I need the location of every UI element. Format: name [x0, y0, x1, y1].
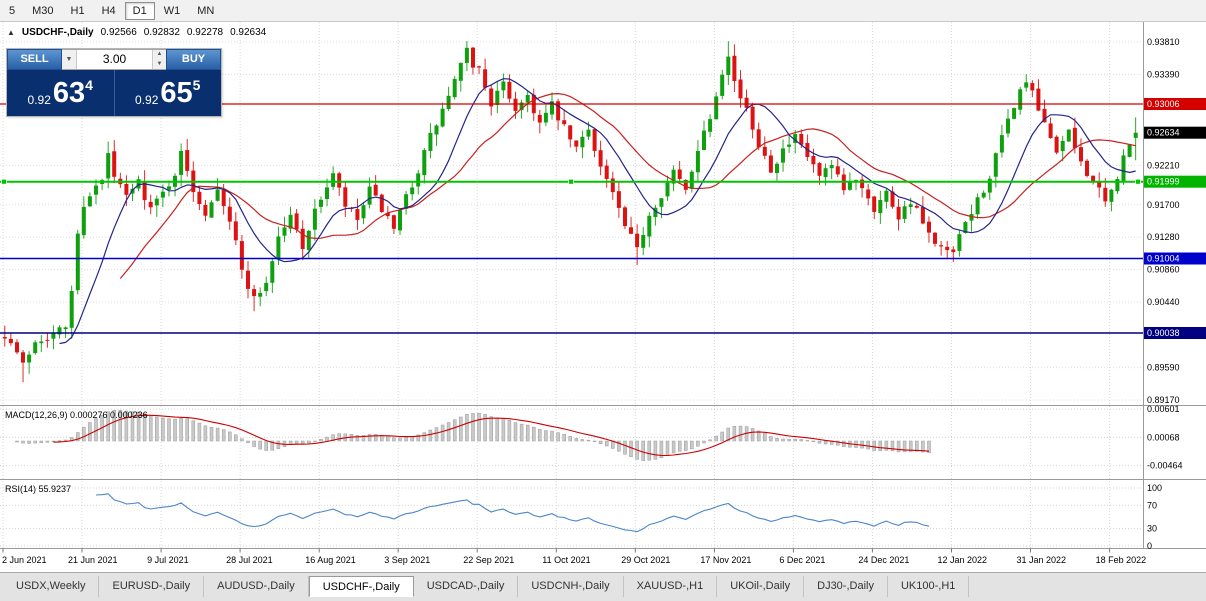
ohlc-low: 0.92278: [186, 27, 224, 38]
svg-text:16 Aug 2021: 16 Aug 2021: [305, 555, 356, 565]
moving-average-10: [59, 78, 1136, 345]
volume-dropdown-icon[interactable]: ▼: [62, 50, 77, 69]
svg-text:12 Jan 2022: 12 Jan 2022: [938, 555, 988, 565]
macd-signal-line: [53, 414, 930, 457]
timeframe-h4[interactable]: H4: [101, 4, 116, 17]
buy-price-display[interactable]: 0.92 65 5: [115, 70, 222, 116]
svg-text:0.93390: 0.93390: [1147, 69, 1180, 79]
timeframe-mn[interactable]: MN: [197, 4, 215, 17]
sell-price-sup: 4: [85, 77, 93, 93]
volume-input[interactable]: 3.00: [102, 52, 127, 66]
timeframe-d1[interactable]: D1: [124, 1, 155, 20]
chart-symbol-period: USDCHF-,Daily: [21, 27, 94, 38]
collapse-arrow-icon[interactable]: ▲: [7, 28, 15, 37]
svg-text:0.89170: 0.89170: [1147, 395, 1180, 405]
svg-text:0.00068: 0.00068: [1147, 432, 1180, 442]
tab-eurusd-daily[interactable]: EURUSD-,Daily: [99, 576, 205, 597]
svg-text:-0.00464: -0.00464: [1147, 461, 1183, 471]
buy-price-small: 0.92: [135, 93, 159, 107]
pane-separators: [0, 22, 1206, 549]
svg-text:18 Feb 2022: 18 Feb 2022: [1096, 555, 1147, 565]
moving-average-20: [119, 92, 1136, 279]
svg-text:17 Nov 2021: 17 Nov 2021: [700, 555, 751, 565]
svg-text:0.91004: 0.91004: [1147, 254, 1180, 264]
volume-stepper: ▲ ▼: [152, 50, 166, 69]
timeframe-5[interactable]: 5: [9, 4, 16, 17]
timeframe-w1[interactable]: W1: [163, 4, 181, 17]
svg-text:0.92210: 0.92210: [1147, 160, 1180, 170]
svg-text:30: 30: [1147, 524, 1157, 534]
volume-up-icon[interactable]: ▲: [156, 51, 163, 57]
tab-usdchf-daily[interactable]: USDCHF-,Daily: [308, 576, 414, 597]
svg-text:70: 70: [1147, 500, 1157, 510]
volume-box: ▼ 3.00 ▲ ▼: [62, 49, 166, 70]
tab-uk100-h1[interactable]: UK100-,H1: [888, 576, 970, 597]
macd-indicator-label: MACD(12,26,9) 0.000276 0.000236: [5, 410, 148, 420]
svg-text:0: 0: [1147, 541, 1152, 551]
svg-text:0.90860: 0.90860: [1147, 265, 1180, 275]
svg-text:0.93810: 0.93810: [1147, 37, 1180, 47]
svg-text:24 Dec 2021: 24 Dec 2021: [858, 555, 909, 565]
volume-down-icon[interactable]: ▼: [156, 60, 163, 67]
candlestick-chart[interactable]: 0.93810 0.93390 0.92210 0.91700 0.91280 0.908…: [0, 22, 1206, 572]
timeframe-buttons: 5 M30 H1 H4 D1 W1 MN: [1, 1, 223, 20]
tab-dj30-daily[interactable]: DJ30-,Daily: [804, 576, 888, 597]
chart-area[interactable]: 0.93810 0.93390 0.92210 0.91700 0.91280 0.908…: [0, 22, 1206, 572]
svg-text:6 Dec 2021: 6 Dec 2021: [779, 555, 825, 565]
tab-usdx-weekly[interactable]: USDX,Weekly: [3, 576, 100, 597]
rsi-line: [95, 493, 930, 533]
svg-text:0.00601: 0.00601: [1147, 404, 1180, 414]
svg-text:0.90440: 0.90440: [1147, 297, 1180, 307]
candlestick-series: [2, 41, 1138, 383]
buy-price-big: 65: [160, 77, 193, 109]
one-click-trading-panel: SELL ▼ 3.00 ▲ ▼ BUY 0.92 63 4 0.92 65 5: [6, 48, 222, 117]
macd-histogram: [15, 409, 931, 461]
svg-text:22 Sep 2021: 22 Sep 2021: [463, 555, 514, 565]
svg-text:0.93006: 0.93006: [1147, 99, 1180, 109]
sell-button[interactable]: SELL: [7, 49, 62, 70]
chart-title: ▲ USDCHF-,Daily 0.92566 0.92832 0.92278 …: [7, 27, 266, 38]
timeframe-m30[interactable]: M30: [32, 4, 54, 17]
svg-text:21 Jun 2021: 21 Jun 2021: [68, 555, 118, 565]
svg-text:0.92634: 0.92634: [1147, 128, 1180, 138]
svg-text:29 Oct 2021: 29 Oct 2021: [621, 555, 670, 565]
date-axis[interactable]: 2 Jun 2021 21 Jun 2021 9 Jul 2021 28 Jul 20…: [2, 548, 1147, 566]
buy-price-sup: 5: [192, 77, 201, 93]
sell-price-display[interactable]: 0.92 63 4: [7, 70, 114, 116]
price-axis[interactable]: 0.93810 0.93390 0.92210 0.91700 0.91280 0.908…: [1144, 37, 1206, 551]
svg-text:0.90038: 0.90038: [1147, 328, 1180, 338]
tab-xauusd-h1[interactable]: XAUUSD-,H1: [624, 576, 718, 597]
svg-text:31 Jan 2022: 31 Jan 2022: [1017, 555, 1067, 565]
svg-text:3 Sep 2021: 3 Sep 2021: [384, 555, 430, 565]
timeframe-toolbar: 5 M30 H1 H4 D1 W1 MN: [0, 0, 1206, 22]
tab-usdcad-daily[interactable]: USDCAD-,Daily: [414, 576, 519, 597]
svg-text:0.91999: 0.91999: [1147, 177, 1180, 187]
chart-tab-bar: USDX,Weekly EURUSD-,Daily AUDUSD-,Daily USD…: [0, 572, 1206, 601]
svg-text:28 Jul 2021: 28 Jul 2021: [226, 555, 273, 565]
buy-button[interactable]: BUY: [166, 49, 221, 70]
svg-text:0.91280: 0.91280: [1147, 232, 1180, 242]
svg-text:11 Oct 2021: 11 Oct 2021: [542, 555, 590, 565]
ohlc-open: 0.92566: [100, 27, 137, 38]
svg-text:0.91700: 0.91700: [1147, 200, 1180, 210]
timeframe-h1[interactable]: H1: [70, 4, 85, 17]
svg-text:0.89590: 0.89590: [1147, 363, 1180, 373]
rsi-indicator-label: RSI(14) 55.9237: [5, 484, 72, 494]
tab-ukoil-daily[interactable]: UKOil-,Daily: [717, 576, 805, 597]
price-divider: [113, 70, 115, 116]
svg-text:2 Jun 2021: 2 Jun 2021: [2, 555, 47, 565]
sell-price-small: 0.92: [27, 93, 51, 107]
tab-usdcnh-daily[interactable]: USDCNH-,Daily: [518, 576, 624, 597]
svg-text:100: 100: [1147, 483, 1162, 493]
svg-text:9 Jul 2021: 9 Jul 2021: [147, 555, 189, 565]
ohlc-close: 0.92634: [230, 27, 267, 38]
ohlc-high: 0.92832: [143, 27, 180, 38]
sell-price-big: 63: [52, 77, 86, 109]
tab-audusd-daily[interactable]: AUDUSD-,Daily: [204, 576, 309, 597]
